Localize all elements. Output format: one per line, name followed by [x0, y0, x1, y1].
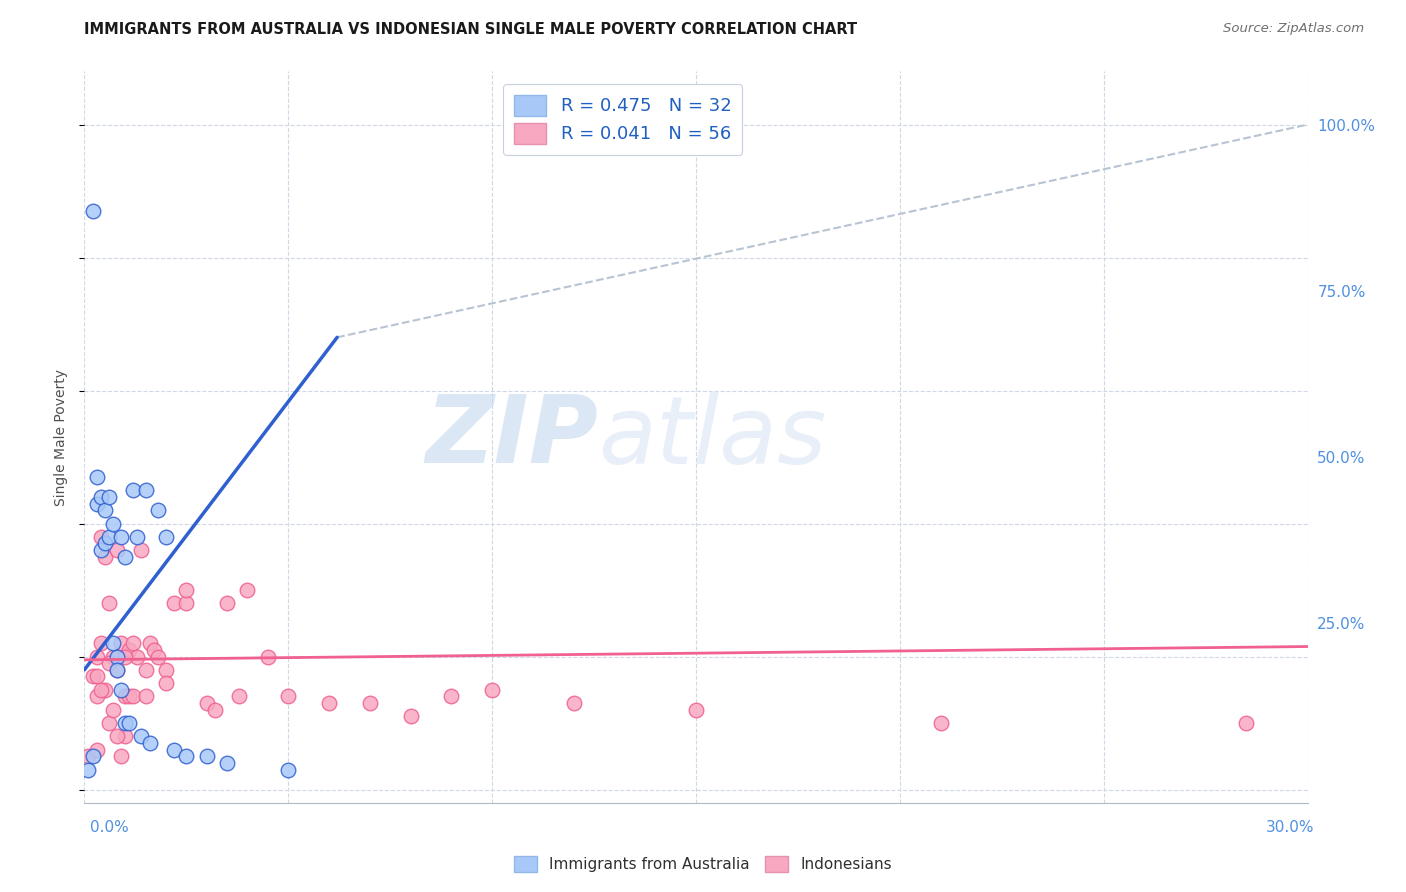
- Point: [146, 649, 169, 664]
- Y-axis label: Single Male Poverty: Single Male Poverty: [55, 368, 69, 506]
- Point: [155, 530, 177, 544]
- Point: [105, 663, 128, 677]
- Point: [90, 530, 112, 544]
- Point: [101, 703, 124, 717]
- Point: [105, 729, 128, 743]
- Point: [138, 636, 160, 650]
- Point: [127, 530, 149, 544]
- Point: [118, 716, 141, 731]
- Point: [90, 636, 112, 650]
- Point: [86, 669, 108, 683]
- Text: atlas: atlas: [598, 392, 827, 483]
- Point: [195, 696, 218, 710]
- Point: [101, 516, 124, 531]
- Text: IMMIGRANTS FROM AUSTRALIA VS INDONESIAN SINGLE MALE POVERTY CORRELATION CHART: IMMIGRANTS FROM AUSTRALIA VS INDONESIAN …: [84, 22, 858, 37]
- Point: [114, 690, 136, 704]
- Point: [127, 649, 149, 664]
- Point: [90, 682, 112, 697]
- Point: [195, 749, 218, 764]
- Point: [82, 669, 104, 683]
- Legend: R = 0.475   N = 32, R = 0.041   N = 56: R = 0.475 N = 32, R = 0.041 N = 56: [503, 84, 742, 154]
- Point: [176, 582, 198, 597]
- Point: [97, 716, 120, 731]
- Point: [90, 490, 112, 504]
- Point: [77, 763, 100, 777]
- Point: [176, 596, 198, 610]
- Point: [122, 690, 145, 704]
- Point: [440, 690, 463, 704]
- Text: ZIP: ZIP: [425, 391, 598, 483]
- Point: [176, 749, 198, 764]
- Point: [685, 703, 707, 717]
- Point: [110, 749, 132, 764]
- Point: [114, 549, 136, 564]
- Point: [277, 763, 299, 777]
- Point: [105, 663, 128, 677]
- Point: [110, 636, 132, 650]
- Legend: Immigrants from Australia, Indonesians: Immigrants from Australia, Indonesians: [506, 848, 900, 880]
- Point: [93, 536, 117, 550]
- Point: [257, 649, 280, 664]
- Text: Source: ZipAtlas.com: Source: ZipAtlas.com: [1223, 22, 1364, 36]
- Point: [217, 596, 239, 610]
- Point: [135, 690, 157, 704]
- Point: [101, 636, 124, 650]
- Point: [82, 204, 104, 219]
- Point: [135, 483, 157, 498]
- Point: [163, 596, 186, 610]
- Point: [217, 756, 239, 770]
- Point: [77, 749, 100, 764]
- Point: [105, 649, 128, 664]
- Point: [97, 490, 120, 504]
- Point: [110, 682, 132, 697]
- Point: [97, 530, 120, 544]
- Point: [118, 690, 141, 704]
- Point: [114, 716, 136, 731]
- Point: [118, 643, 141, 657]
- Point: [399, 709, 422, 723]
- Point: [131, 543, 153, 558]
- Text: 30.0%: 30.0%: [1267, 821, 1315, 835]
- Point: [97, 656, 120, 670]
- Point: [93, 682, 117, 697]
- Point: [86, 497, 108, 511]
- Point: [105, 543, 128, 558]
- Point: [142, 643, 165, 657]
- Point: [93, 549, 117, 564]
- Point: [481, 682, 503, 697]
- Point: [155, 663, 177, 677]
- Point: [110, 530, 132, 544]
- Point: [228, 690, 250, 704]
- Point: [86, 470, 108, 484]
- Point: [82, 749, 104, 764]
- Point: [204, 703, 226, 717]
- Point: [86, 690, 108, 704]
- Point: [146, 503, 169, 517]
- Point: [131, 729, 153, 743]
- Point: [90, 543, 112, 558]
- Point: [93, 503, 117, 517]
- Point: [155, 676, 177, 690]
- Point: [163, 742, 186, 756]
- Text: 0.0%: 0.0%: [90, 821, 129, 835]
- Point: [1236, 716, 1258, 731]
- Point: [86, 649, 108, 664]
- Point: [236, 582, 259, 597]
- Point: [97, 596, 120, 610]
- Point: [135, 663, 157, 677]
- Point: [86, 742, 108, 756]
- Point: [562, 696, 585, 710]
- Point: [114, 649, 136, 664]
- Point: [277, 690, 299, 704]
- Point: [114, 729, 136, 743]
- Point: [318, 696, 340, 710]
- Point: [929, 716, 952, 731]
- Point: [138, 736, 160, 750]
- Point: [122, 636, 145, 650]
- Point: [359, 696, 381, 710]
- Point: [101, 649, 124, 664]
- Point: [122, 483, 145, 498]
